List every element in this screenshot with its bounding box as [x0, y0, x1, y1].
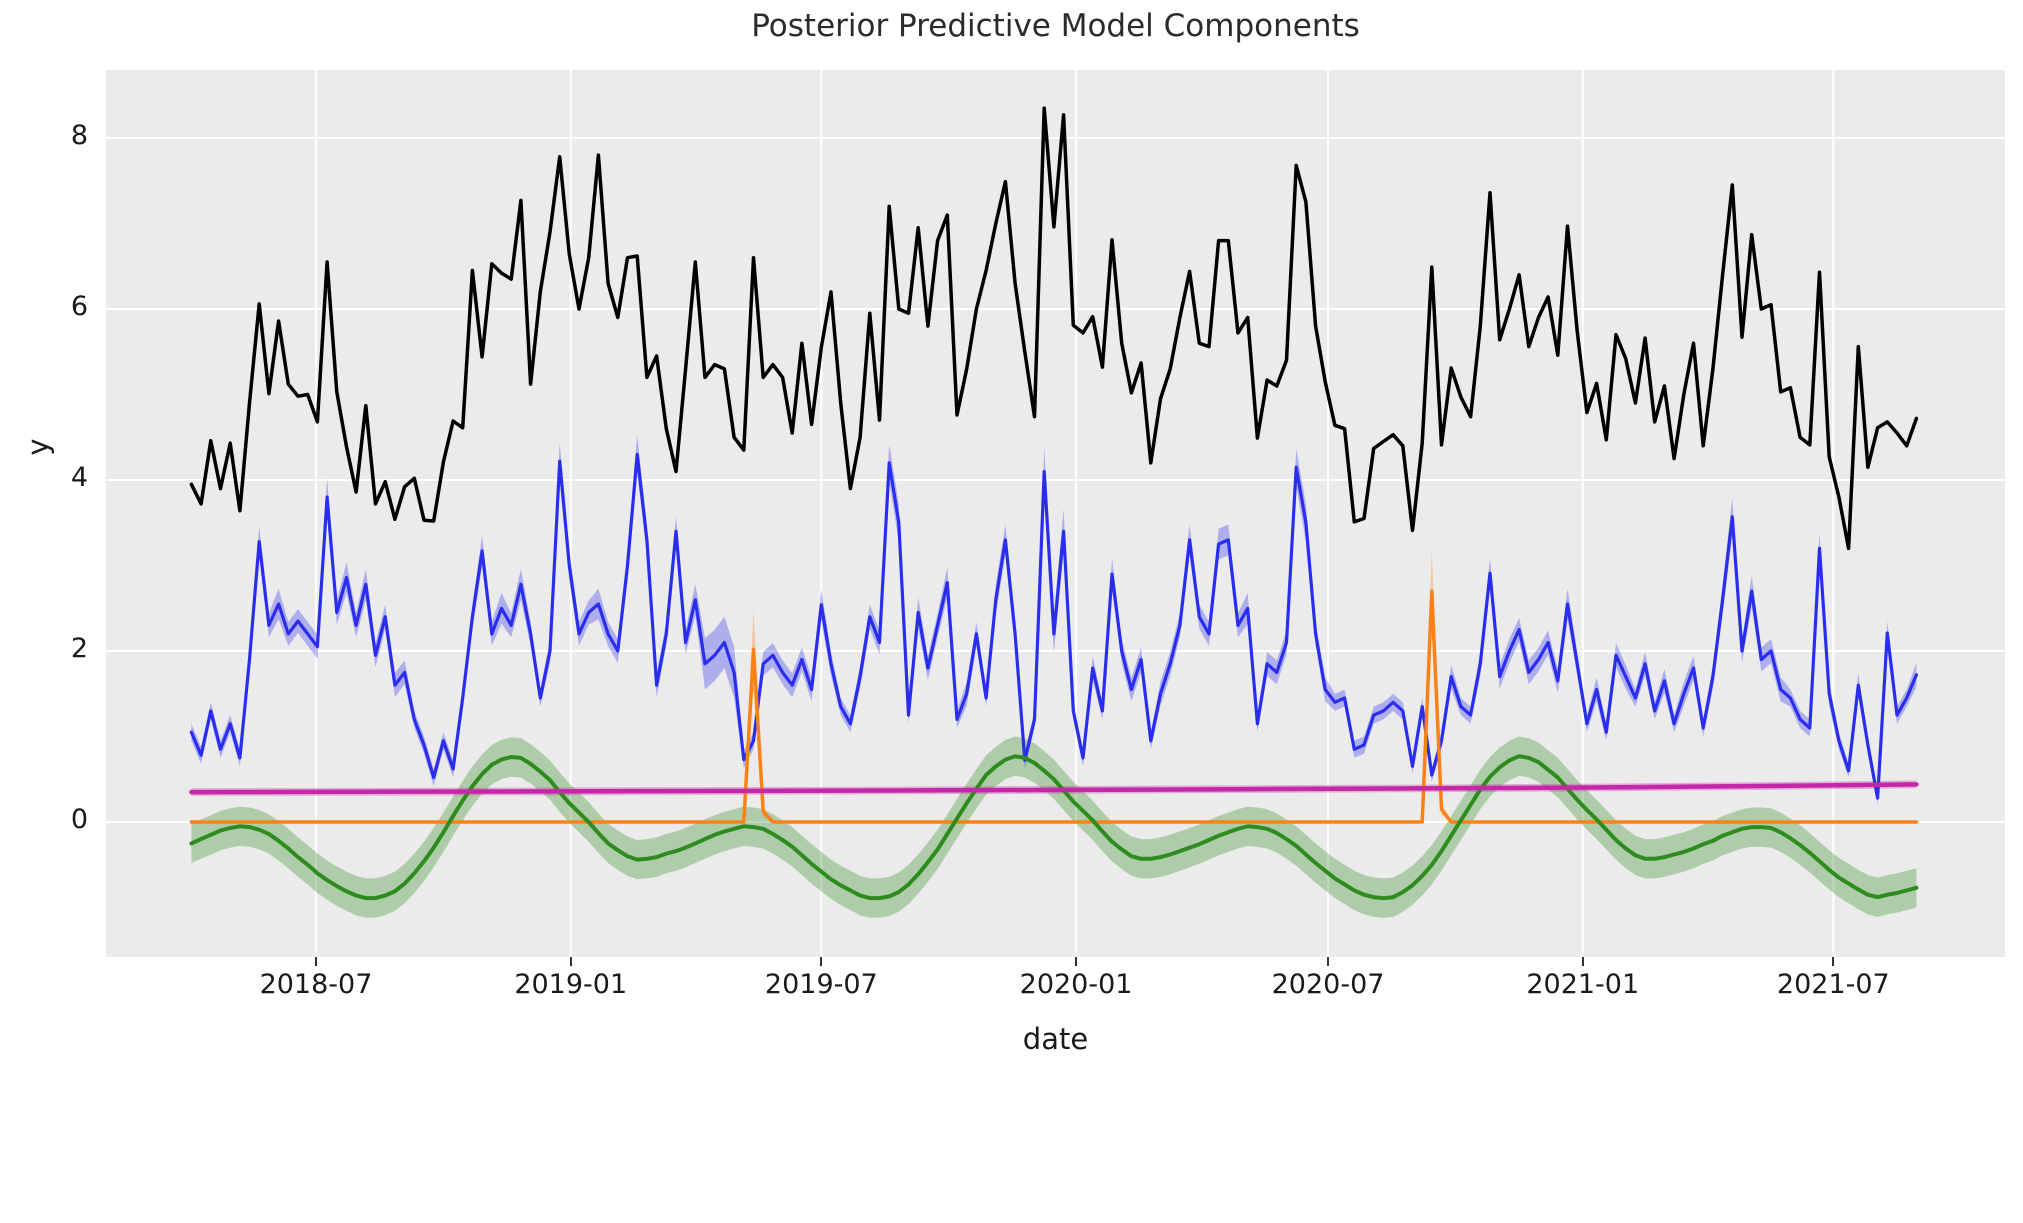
x-tick-mark — [570, 957, 572, 966]
control_contribution-line — [189, 589, 1919, 824]
fourier_contribution-line — [189, 754, 1919, 901]
x-tick-label: 2020-01 — [1019, 969, 1133, 1000]
x-tick-mark — [1075, 957, 1077, 966]
x-tick-mark — [1327, 957, 1329, 966]
chart-legend: 94% HDI (channel_contribution) 94% HDI (… — [0, 1068, 2023, 1218]
channel_contribution-line — [189, 452, 1918, 800]
plot-area — [106, 70, 2005, 957]
x-tick-label: 2019-07 — [764, 969, 878, 1000]
y-tick-label: 4 — [70, 462, 88, 493]
y-tick-label: 0 — [70, 804, 88, 835]
x-tick-label: 2020-07 — [1271, 969, 1385, 1000]
y-tick-label: 8 — [70, 120, 88, 151]
x-tick-label: 2018-07 — [259, 969, 373, 1000]
y-tick-label: 6 — [70, 291, 88, 322]
y-tick-label: 2 — [70, 633, 88, 664]
y-line — [189, 106, 1919, 551]
x-tick-label: 2019-01 — [514, 969, 628, 1000]
x-axis-label: date — [1022, 1022, 1089, 1056]
x-tick-mark — [315, 957, 317, 966]
x-tick-label: 2021-07 — [1776, 969, 1890, 1000]
x-tick-mark — [1832, 957, 1834, 966]
x-tick-label: 2021-01 — [1526, 969, 1640, 1000]
chart-title: Posterior Predictive Model Components — [751, 8, 1360, 44]
x-tick-mark — [820, 957, 822, 966]
chart-canvas — [106, 70, 2005, 957]
intercept-line — [189, 782, 1919, 795]
x-tick-mark — [1582, 957, 1584, 966]
